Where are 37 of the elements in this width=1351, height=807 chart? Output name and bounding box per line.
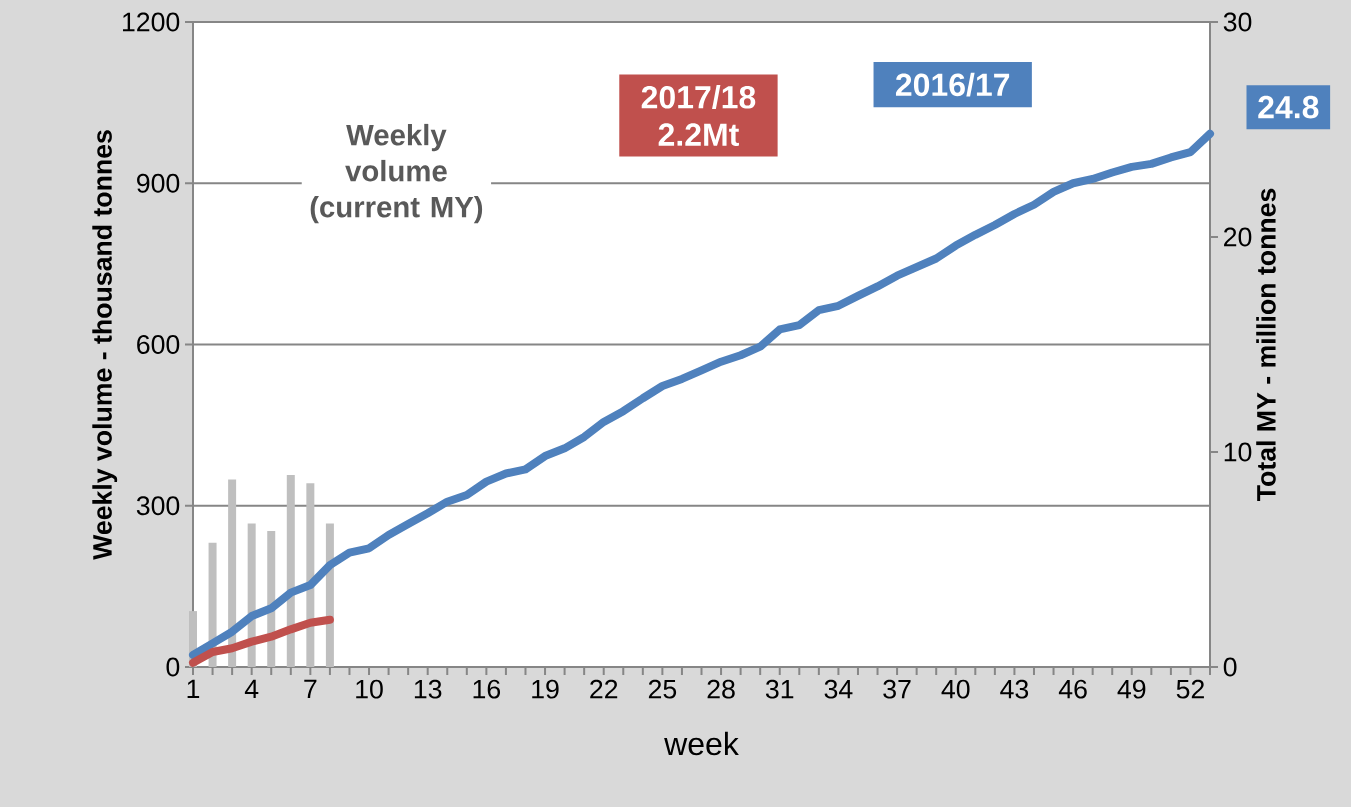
x-tick-label: 1 (187, 679, 200, 699)
y-tick-label: 1200 (123, 12, 180, 32)
y2-tick-label: 10 (1224, 442, 1252, 462)
y2-tick-label: 20 (1224, 227, 1252, 247)
x-tick-label: 25 (648, 679, 677, 699)
y2-tick-label: 0 (1223, 657, 1237, 677)
x-tick-label: 31 (765, 679, 794, 699)
x-tick-label: 52 (1176, 679, 1204, 699)
x-tick-label: 34 (824, 679, 853, 699)
y-tick-label: 900 (137, 173, 180, 193)
y-tick-label: 0 (166, 657, 180, 677)
x-tick-label: 37 (883, 679, 911, 699)
x-tick-label: 16 (473, 679, 501, 699)
x-tick-label: 40 (941, 679, 970, 699)
x-tick-label: 4 (244, 679, 259, 699)
x-tick-label: 13 (414, 679, 442, 699)
bar (306, 483, 315, 667)
x-tick-label: 19 (532, 679, 559, 699)
annotation: Weekly volume (current MY) (310, 123, 483, 224)
y-tick-label: 300 (136, 496, 180, 516)
annotation: 2.2Mt (658, 123, 739, 146)
x-tick-label: 43 (1000, 679, 1029, 699)
y2-tick-label: 30 (1223, 12, 1252, 32)
text: 2016/17 (895, 72, 1010, 97)
x-tick-label: 28 (707, 679, 735, 699)
y-axis-title: Weekly volume - thousand tonnes (92, 130, 118, 560)
x-tick-label: 22 (590, 679, 618, 699)
y2-axis-title: Total MY - million tonnes (1256, 188, 1276, 501)
x-axis-title: week (664, 731, 739, 756)
text: 2017/18 (641, 85, 756, 109)
bar (286, 475, 295, 667)
x-tick-label: 10 (356, 679, 383, 699)
x-tick-label: 49 (1117, 679, 1146, 699)
x-tick-label: 46 (1058, 679, 1087, 699)
text: 24.8 (1258, 95, 1319, 119)
y-tick-label: 600 (137, 335, 180, 354)
x-tick-label: 7 (304, 679, 317, 699)
